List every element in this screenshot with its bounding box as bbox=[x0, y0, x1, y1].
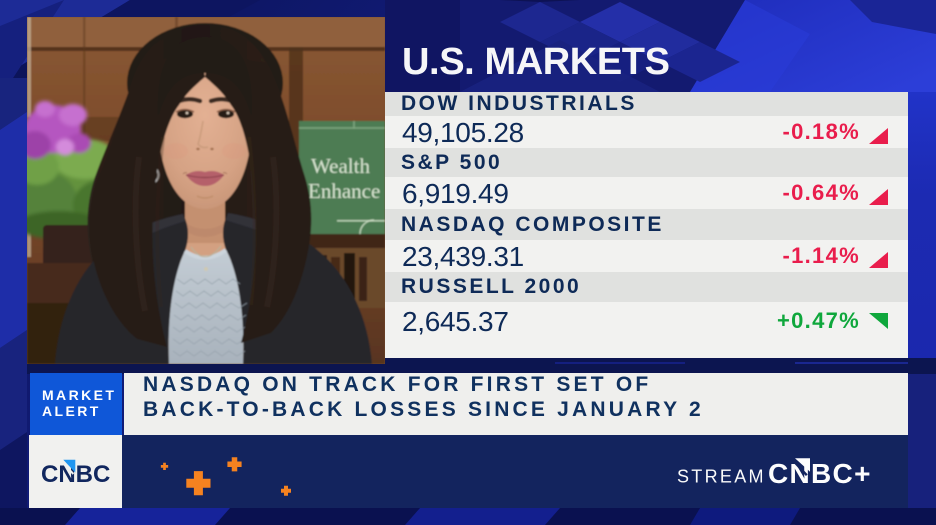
svg-text:Wealth: Wealth bbox=[311, 154, 370, 178]
svg-text:CNBC+: CNBC+ bbox=[768, 458, 872, 489]
svg-text:STREAM: STREAM bbox=[677, 467, 766, 487]
svg-text:CNBC: CNBC bbox=[41, 461, 110, 488]
svg-text:Enhance: Enhance bbox=[308, 179, 380, 203]
